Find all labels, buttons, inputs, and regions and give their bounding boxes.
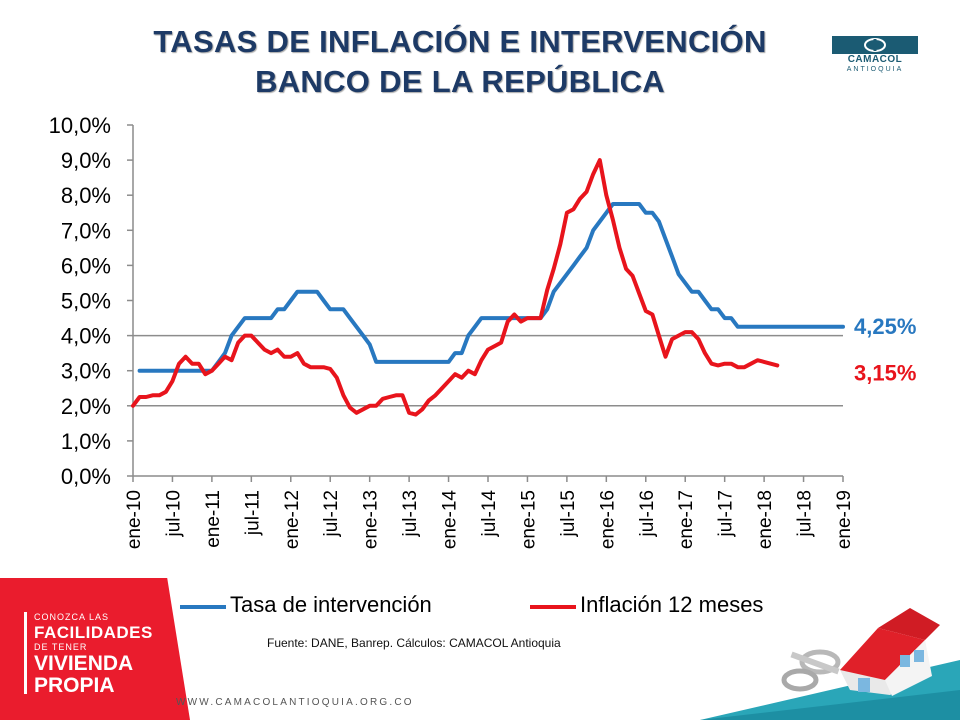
y-tick-label: 3,0%: [61, 359, 111, 384]
x-tick-label: ene-19: [834, 490, 855, 549]
promo-divider: [24, 612, 27, 694]
y-tick-label: 1,0%: [61, 429, 111, 454]
promo-line2: FACILIDADES: [34, 623, 153, 642]
end-label-intervention: 4,25%: [854, 314, 916, 339]
house-keys-icon: [700, 608, 960, 720]
series-line-intervention: [137, 202, 845, 373]
website-url[interactable]: WWW.CAMACOLANTIOQUIA.ORG.CO: [176, 697, 414, 708]
y-tick-label: 7,0%: [61, 218, 111, 243]
x-tick-label: ene-18: [755, 490, 776, 549]
logo-mark: [832, 36, 918, 54]
logo-subtitle: ANTIOQUIA: [846, 66, 904, 73]
legend-swatch-intervention: [180, 605, 226, 609]
y-tick-label: 2,0%: [61, 394, 111, 419]
series-line-inflation: [131, 158, 780, 417]
x-tick-label: ene-12: [282, 490, 303, 549]
x-tick-label: jul-17: [716, 490, 737, 537]
end-label-inflation: 3,15%: [854, 360, 916, 385]
x-tick-label: jul-12: [321, 490, 342, 537]
line-chart: 0,0% 1,0% 2,0% 3,0% 4,0% 5,0% 6,0% 7,0% 8,0% 9,0%…: [49, 113, 917, 549]
y-tick-label: 4,0%: [61, 324, 111, 349]
y-tick-label: 5,0%: [61, 289, 111, 314]
x-tick-label: ene-13: [361, 490, 382, 549]
y-tick-label: 10,0%: [49, 113, 111, 138]
y-tick-label: 0,0%: [61, 464, 111, 489]
x-tick-label: ene-15: [518, 490, 539, 549]
x-tick-label: ene-16: [597, 490, 618, 549]
x-tick-label: ene-17: [676, 490, 697, 549]
promo-line3: DE TENER: [34, 642, 88, 652]
gridlines: [133, 334, 843, 407]
legend-swatch-inflation: [530, 605, 576, 609]
x-tick-label: jul-10: [163, 490, 184, 537]
tick-labels: 0,0% 1,0% 2,0% 3,0% 4,0% 5,0% 6,0% 7,0% 8,0% 9,0%…: [49, 113, 917, 549]
x-tick-label: jul-13: [400, 490, 421, 537]
y-tick-label: 9,0%: [61, 148, 111, 173]
logo-name: CAMACOL: [847, 54, 903, 65]
promo-banner[interactable]: [0, 578, 190, 720]
x-tick-label: jul-18: [795, 490, 816, 537]
chart-title-line2: BANCO DE LA REPÚBLICA: [255, 64, 665, 99]
x-tick-label: jul-11: [242, 490, 263, 536]
y-tick-label: 8,0%: [61, 183, 111, 208]
x-tick-label: ene-10: [124, 490, 145, 549]
source-note: Fuente: DANE, Banrep. Cálculos: CAMACOL …: [267, 636, 561, 650]
y-tick-label: 6,0%: [61, 253, 111, 278]
axes: [127, 124, 844, 482]
x-tick-label: jul-16: [637, 490, 658, 537]
x-tick-label: ene-14: [440, 490, 461, 550]
promo-line4: VIVIENDA: [34, 652, 134, 675]
x-tick-label: jul-15: [558, 490, 579, 537]
logo-emblem-icon: [864, 38, 886, 52]
promo-line1: CONOZCA LAS: [34, 612, 110, 622]
promo-line5: PROPIA: [34, 674, 115, 697]
chart-title-line1: TASAS DE INFLACIÓN E INTERVENCIÓN: [153, 24, 767, 59]
legend-label-intervention: Tasa de intervención: [230, 592, 432, 617]
series: [131, 158, 845, 417]
x-tick-label: ene-11: [203, 490, 224, 548]
x-tick-label: jul-14: [479, 490, 500, 538]
legend-label-inflation: Inflación 12 meses: [580, 592, 764, 617]
